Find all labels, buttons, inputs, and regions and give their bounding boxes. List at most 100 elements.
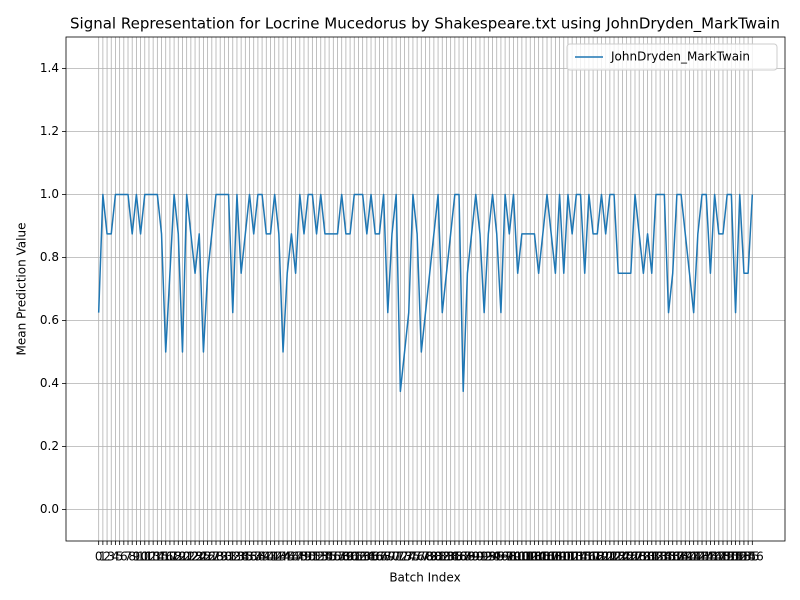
x-tick-label: 48 (292, 550, 307, 564)
x-tick-label: 115 (569, 550, 592, 564)
x-tick-label: 49 (296, 550, 311, 564)
x-tick-label: 23 (187, 550, 202, 564)
x-tick-label: 16 (158, 550, 173, 564)
x-tick-label: 52 (309, 550, 324, 564)
x-tick-label: 137 (661, 550, 684, 564)
x-tick-label: 33 (229, 550, 244, 564)
x-tick-label: 76 (409, 550, 424, 564)
x-tick-label: 36 (242, 550, 257, 564)
x-tick-label: 19 (171, 550, 186, 564)
x-tick-label: 129 (628, 550, 651, 564)
x-tick-label: 22 (183, 550, 198, 564)
x-tick-label: 6 (120, 550, 128, 564)
x-tick-label: 25 (196, 550, 211, 564)
x-tick-label: 99 (506, 550, 521, 564)
x-tick-label: 88 (460, 550, 475, 564)
x-tick-label: 96 (493, 550, 508, 564)
x-tick-label: 5 (116, 550, 124, 564)
x-tick-label: 4 (112, 550, 120, 564)
x-tick-label: 155 (737, 550, 760, 564)
x-tick-label: 135 (653, 550, 676, 564)
x-tick-label: 140 (674, 550, 697, 564)
x-tick-label: 134 (649, 550, 672, 564)
x-tick-label: 146 (699, 550, 722, 564)
x-tick-label: 89 (464, 550, 479, 564)
y-tick-label: 0.4 (40, 376, 59, 390)
x-tick-label: 27 (204, 550, 219, 564)
x-tick-label: 50 (301, 550, 316, 564)
x-tick-label: 80 (426, 550, 441, 564)
y-tick-label: 0.6 (40, 313, 59, 327)
x-tick-label: 132 (640, 550, 663, 564)
x-tick-label: 60 (342, 550, 357, 564)
x-tick-label: 15 (154, 550, 169, 564)
x-tick-label: 92 (477, 550, 492, 564)
x-tick-label: 57 (330, 550, 345, 564)
x-tick-label: 156 (741, 550, 764, 564)
x-tick-label: 153 (728, 550, 751, 564)
x-tick-label: 26 (200, 550, 215, 564)
x-tick-label: 128 (624, 550, 647, 564)
x-tick-label: 40 (259, 550, 274, 564)
x-tick-label: 47 (288, 550, 303, 564)
x-tick-label: 91 (472, 550, 487, 564)
x-tick-label: 83 (439, 550, 454, 564)
x-tick-label: 63 (355, 550, 370, 564)
x-tick-label: 2 (103, 550, 111, 564)
x-tick-label: 79 (422, 550, 437, 564)
x-tick-label: 122 (598, 550, 621, 564)
x-tick-label: 45 (280, 550, 295, 564)
x-tick-label: 66 (368, 550, 383, 564)
x-tick-label: 58 (334, 550, 349, 564)
x-tick-label: 86 (451, 550, 466, 564)
x-tick-label: 94 (485, 550, 500, 564)
chart-title: Signal Representation for Locrine Mucedo… (70, 15, 780, 34)
x-tick-label: 53 (313, 550, 328, 564)
x-tick-label: 113 (561, 550, 584, 564)
x-tick-label: 56 (326, 550, 341, 564)
x-tick-label: 68 (376, 550, 391, 564)
x-tick-label: 44 (275, 550, 290, 564)
y-tick-label: 0.2 (40, 439, 59, 453)
x-tick-label: 150 (716, 550, 739, 564)
x-tick-label: 65 (363, 550, 378, 564)
x-tick-label: 141 (678, 550, 701, 564)
x-tick-label: 77 (414, 550, 429, 564)
x-tick-label: 64 (359, 550, 374, 564)
x-tick-label: 8 (128, 550, 136, 564)
x-tick-label: 119 (586, 550, 609, 564)
x-tick-label: 30 (217, 550, 232, 564)
y-tick-label: 1.2 (40, 124, 59, 138)
x-tick-label: 95 (489, 550, 504, 564)
x-tick-label: 81 (430, 550, 445, 564)
y-axis-label: Mean Prediction Value (15, 223, 29, 356)
x-axis-label: Batch Index (389, 571, 460, 585)
x-tick-label: 118 (582, 550, 605, 564)
x-tick-label: 46 (284, 550, 299, 564)
x-tick-label: 24 (192, 550, 207, 564)
x-tick-label: 73 (397, 550, 412, 564)
x-tick-label: 39 (254, 550, 269, 564)
x-tick-label: 72 (393, 550, 408, 564)
x-tick-label: 35 (238, 550, 253, 564)
x-tick-label: 133 (644, 550, 667, 564)
x-tick-label: 31 (221, 550, 236, 564)
x-tick-label: 105 (527, 550, 550, 564)
x-tick-label: 138 (665, 550, 688, 564)
y-tick-label: 1.0 (40, 187, 59, 201)
x-tick-label: 38 (250, 550, 265, 564)
y-tick-label: 1.4 (40, 61, 59, 75)
x-tick-label: 54 (317, 550, 332, 564)
x-tick-label: 142 (682, 550, 705, 564)
x-tick-label: 17 (162, 550, 177, 564)
x-tick-label: 125 (611, 550, 634, 564)
x-tick-label: 10 (133, 550, 148, 564)
x-tick-label: 21 (179, 550, 194, 564)
x-tick-label: 3 (107, 550, 115, 564)
x-tick-label: 102 (515, 550, 538, 564)
x-tick-label: 7 (124, 550, 132, 564)
series-line (97, 193, 754, 393)
x-tick-label: 78 (418, 550, 433, 564)
